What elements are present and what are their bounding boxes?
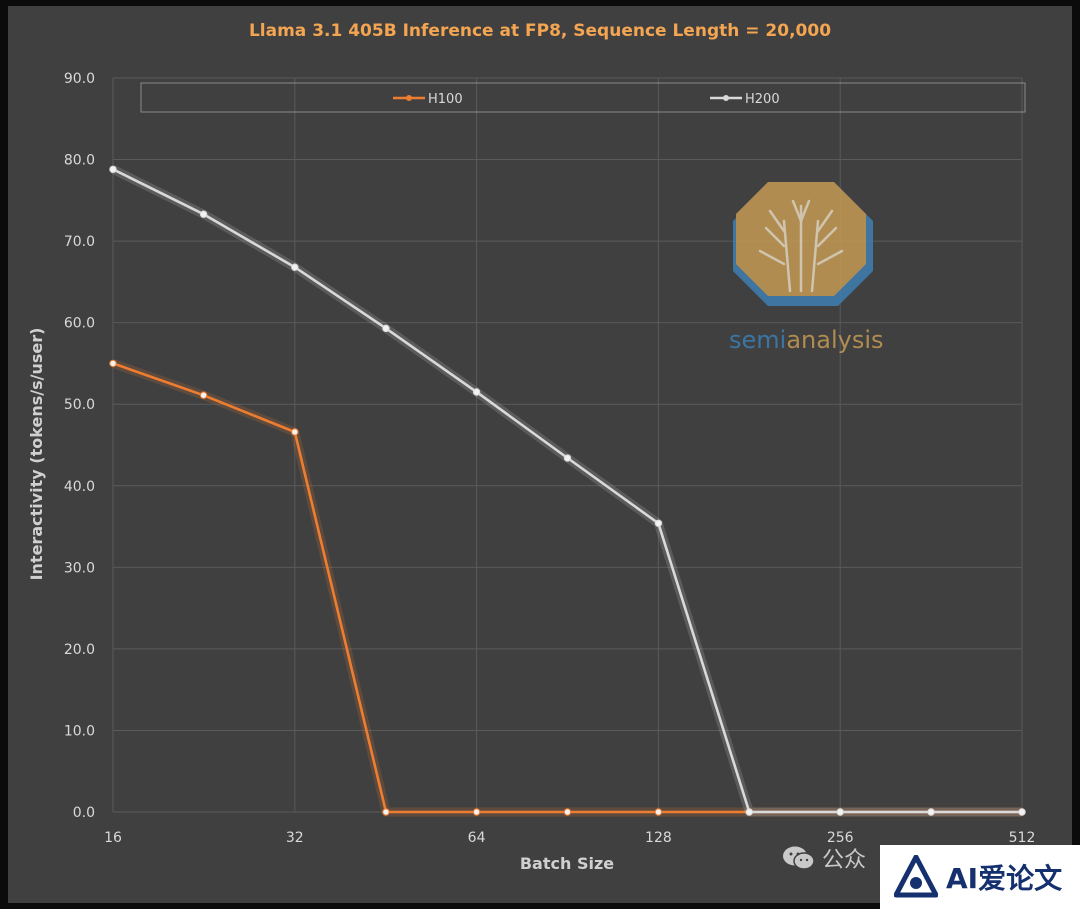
series-h200-point	[291, 263, 299, 271]
y-tick-label: 50.0	[64, 397, 95, 413]
semianalysis-watermark: semianalysis	[729, 182, 884, 354]
grid-lines	[112, 77, 1023, 813]
series-h200-glow	[111, 165, 1022, 817]
x-tick-label: 128	[645, 830, 672, 846]
brand-text: AI爱论文	[946, 862, 1063, 895]
tick-labels: 0.0 10.0 20.0 30.0 40.0 50.0 60.0 70.0 80.0 90.0 1…	[64, 71, 1036, 846]
series-h100-point	[654, 808, 663, 816]
x-tick-label: 512	[1009, 830, 1036, 846]
x-tick-label: 64	[468, 830, 486, 846]
y-tick-label: 20.0	[64, 642, 95, 658]
watermark-text-analysis: analysis	[786, 326, 883, 354]
series-h200-point	[109, 165, 117, 174]
chart-panel: semianalysis H100 H200 0.0 10.0 20.0 30.0 40…	[8, 6, 1072, 903]
series-h200-point	[1018, 808, 1026, 816]
y-tick-label: 90.0	[64, 71, 95, 87]
x-axis-title: Batch Size	[520, 854, 614, 873]
legend-h200-label: H200	[745, 92, 780, 107]
legend: H100 H200	[140, 82, 1026, 113]
series-h200-point	[836, 808, 844, 816]
line-chart: semianalysis H100 H200 0.0 10.0 20.0 30.0 40…	[27, 21, 1036, 873]
series-h200-point	[927, 808, 935, 816]
legend-h200-marker	[723, 95, 729, 101]
series-h200-point	[472, 388, 481, 396]
y-tick-label: 40.0	[64, 479, 95, 495]
y-tick-label: 60.0	[64, 316, 95, 332]
svg-text:semianalysis: semianalysis	[729, 326, 884, 354]
series-layer	[109, 165, 1026, 817]
series-h100-point	[382, 808, 390, 816]
x-tick-label: 32	[286, 830, 304, 846]
y-tick-label: 70.0	[64, 234, 95, 250]
x-tick-label: 16	[104, 830, 122, 846]
series-h100-point	[472, 808, 481, 816]
wechat-watermark: 公众	[782, 842, 866, 874]
wechat-text: 公众	[822, 848, 867, 873]
x-tick-label: 256	[827, 830, 854, 846]
y-tick-label: 10.0	[64, 723, 95, 739]
series-h200-line	[112, 168, 1022, 814]
series-h200-point	[563, 454, 572, 462]
series-h100-glow	[111, 359, 1022, 817]
series-h200-point	[199, 210, 208, 218]
y-axis-title: Interactivity (tokens/s/user)	[27, 328, 46, 581]
series-h100-point	[563, 808, 572, 816]
y-tick-label: 0.0	[73, 805, 95, 821]
y-tick-label: 80.0	[64, 153, 95, 169]
series-h100-point	[199, 391, 208, 399]
brand-badge: AI爱论文	[880, 845, 1080, 909]
series-h100-point	[291, 428, 299, 436]
wechat-icon	[783, 846, 815, 870]
legend-h100-marker	[406, 95, 412, 101]
chart-title: Llama 3.1 405B Inference at FP8, Sequenc…	[249, 21, 831, 41]
series-h200-point	[654, 519, 663, 527]
y-tick-label: 30.0	[64, 560, 95, 576]
series-h100-point	[109, 359, 117, 368]
series-h100-line	[112, 362, 1022, 814]
legend-h100-label: H100	[428, 92, 463, 107]
watermark-text-semi: semi	[729, 326, 786, 354]
series-h200-point	[382, 324, 390, 333]
series-h200-point	[745, 808, 753, 816]
brand-logo-icon	[894, 855, 938, 898]
